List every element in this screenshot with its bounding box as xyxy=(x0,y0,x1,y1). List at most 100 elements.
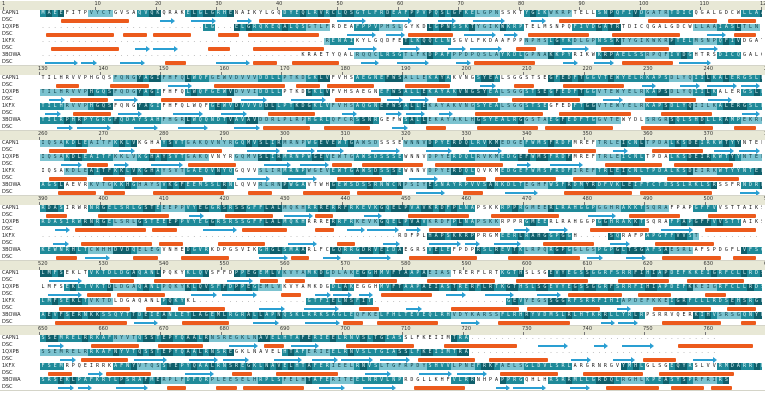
residue: E xyxy=(58,377,65,384)
row-label: DSC xyxy=(2,305,13,311)
helix-segment xyxy=(653,306,711,311)
residue: E xyxy=(306,335,313,342)
residue: S xyxy=(40,335,47,342)
residue: . xyxy=(222,52,226,58)
residue: K xyxy=(493,219,500,226)
residue: R xyxy=(239,312,246,319)
residue: G xyxy=(596,284,603,291)
position-tick-label: 550 xyxy=(219,261,230,267)
residue: I xyxy=(693,89,700,96)
helix-segment xyxy=(122,32,147,37)
residue: K xyxy=(487,219,494,226)
residue: P xyxy=(458,247,462,253)
residue: F xyxy=(174,89,178,95)
residue: T xyxy=(596,140,603,147)
residue: R xyxy=(88,335,95,342)
residue: L xyxy=(608,154,615,161)
residue: N xyxy=(209,349,216,356)
residue: A xyxy=(451,117,458,124)
residue: E xyxy=(82,140,89,147)
residue: L xyxy=(203,10,210,17)
helix-segment xyxy=(73,111,112,116)
block-separator xyxy=(0,260,765,261)
residue: A xyxy=(65,182,69,188)
residue: S xyxy=(106,103,113,110)
residue: T xyxy=(749,140,753,146)
helix-segment xyxy=(164,60,186,65)
residue: P xyxy=(656,89,663,96)
helix-segment xyxy=(315,213,334,218)
residue: E xyxy=(319,52,323,58)
strand-arrow xyxy=(59,356,77,363)
residue: A xyxy=(130,284,137,291)
position-tick-label: 280 xyxy=(159,131,169,137)
helix-segment xyxy=(315,227,334,232)
residue: S xyxy=(729,312,736,319)
strand-arrow xyxy=(445,291,466,298)
residue: W xyxy=(717,154,724,161)
residue: N xyxy=(463,363,470,370)
residue: V xyxy=(245,89,252,96)
residue: . xyxy=(579,233,583,239)
residue: V xyxy=(712,363,716,369)
residue: Q xyxy=(179,75,186,82)
residue: V xyxy=(457,89,464,96)
helix-segment xyxy=(216,385,237,390)
residue: A xyxy=(680,219,688,226)
residue: K xyxy=(313,284,317,290)
residue: G xyxy=(451,10,458,17)
residue: E xyxy=(239,363,246,370)
residue: S xyxy=(233,377,240,384)
residue: Q xyxy=(203,154,210,161)
residue: I xyxy=(384,349,391,356)
residue: M xyxy=(572,377,579,384)
residue: S xyxy=(40,377,47,384)
residue: I xyxy=(638,284,645,291)
helix-segment xyxy=(648,18,717,23)
residue: W xyxy=(404,154,408,160)
row-label: DSC xyxy=(2,370,13,376)
residue: G xyxy=(366,103,373,110)
residue: D xyxy=(668,284,675,291)
residue: A xyxy=(281,24,288,31)
residue: R xyxy=(307,247,311,253)
residue: N xyxy=(215,140,222,147)
strand-arrow xyxy=(455,59,471,66)
residue: V xyxy=(241,247,245,253)
residue: F xyxy=(553,75,561,82)
residue: N xyxy=(410,168,414,174)
row-label: 1KFX xyxy=(2,298,15,304)
residue: T xyxy=(142,363,149,370)
position-tick-label: 130 xyxy=(38,66,48,72)
residue: V xyxy=(464,38,468,44)
residue: I xyxy=(723,52,730,59)
residue: K xyxy=(138,140,142,146)
residue: D xyxy=(263,103,270,110)
helix-segment xyxy=(252,46,324,51)
residue: . xyxy=(349,233,353,239)
residue: . xyxy=(156,52,160,58)
residue: L xyxy=(560,312,567,319)
residue: T xyxy=(130,335,137,342)
residue: Q xyxy=(614,10,621,17)
residue: G xyxy=(609,363,613,369)
residue: L xyxy=(41,284,45,290)
residue: A xyxy=(402,270,409,277)
residue: K xyxy=(632,219,639,226)
residue: I xyxy=(433,270,440,277)
residue: R xyxy=(717,117,724,124)
residue: . xyxy=(688,335,692,341)
residue: R xyxy=(566,298,573,305)
residue: T xyxy=(693,233,700,240)
residue: K xyxy=(94,335,101,342)
residue: S xyxy=(106,89,113,96)
residue: G xyxy=(173,182,180,189)
residue: D xyxy=(634,117,638,123)
residue: A xyxy=(656,270,663,277)
secondary-structure-track xyxy=(40,342,762,349)
residue: S xyxy=(451,24,458,31)
helix-segment xyxy=(674,162,734,167)
residue: T xyxy=(40,89,47,96)
residue: H xyxy=(608,219,615,226)
residue: E xyxy=(58,10,65,17)
